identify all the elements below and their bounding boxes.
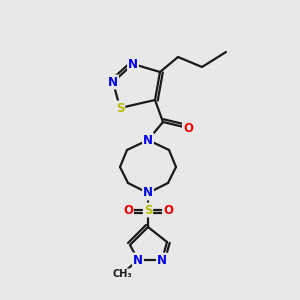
Text: N: N <box>108 76 118 88</box>
Text: O: O <box>123 203 133 217</box>
Text: O: O <box>163 203 173 217</box>
Text: N: N <box>157 254 167 266</box>
Text: N: N <box>143 187 153 200</box>
Text: O: O <box>183 122 193 134</box>
Text: N: N <box>128 58 138 70</box>
Text: S: S <box>116 101 124 115</box>
Text: S: S <box>144 203 152 217</box>
Text: CH₃: CH₃ <box>112 269 132 279</box>
Text: N: N <box>143 134 153 146</box>
Text: N: N <box>133 254 143 266</box>
